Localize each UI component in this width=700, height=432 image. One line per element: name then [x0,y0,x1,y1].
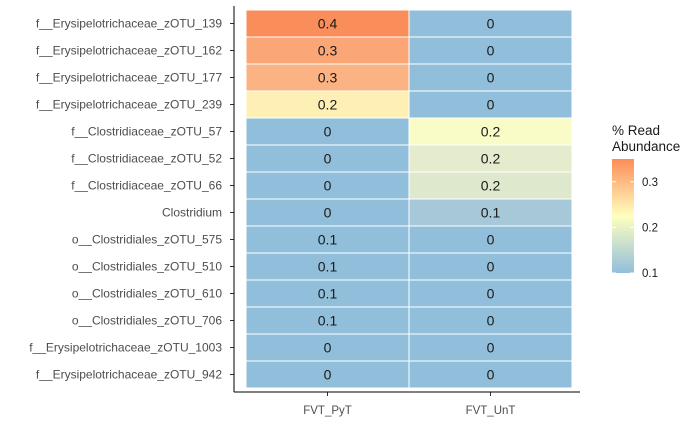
cell-value-label: 0 [324,124,332,140]
cell-value-label: 0 [487,367,495,383]
cell-value-label: 0.1 [318,313,338,329]
y-tick-label: o__Clostridiales_zOTU_610 [72,287,222,301]
heatmap-cell [408,198,573,227]
heatmap-cell [245,306,410,335]
cell-value-label: 0 [487,97,495,113]
heatmap-cell [408,63,573,92]
heatmap-cell [408,144,573,173]
heatmap-cell [245,36,410,65]
heatmap-cell [245,279,410,308]
cell-value-label: 0.1 [318,259,338,275]
legend: % Read Abundance 0.3 0.2 0.1 [612,123,680,280]
cell-value-label: 0.3 [318,70,338,86]
y-tick-label: f__Erysipelotrichaceae_zOTU_177 [36,71,222,85]
cell-value-label: 0.2 [481,178,501,194]
cell-value-label: 0 [487,70,495,86]
axes [230,6,580,396]
x-axis-tick-labels: FVT_PyT FVT_UnT [303,405,515,417]
heatmap-cell-labels: 0.4 0 0.3 0 0.3 0 0.2 0 0 0.2 0 0.2 0 0.2 0 0.1 0.1 0 0.1 0… [318,16,501,383]
heatmap-cell [408,225,573,254]
y-tick-label: f__Erysipelotrichaceae_zOTU_162 [36,44,222,58]
x-tick-label: FVT_PyT [303,405,352,417]
cell-value-label: 0 [324,178,332,194]
cell-value-label: 0.2 [481,151,501,167]
cell-value-label: 0 [487,43,495,59]
cell-value-label: 0 [487,16,495,32]
cell-value-label: 0 [487,340,495,356]
y-tick-label: o__Clostridiales_zOTU_706 [72,314,222,328]
x-tick-label: FVT_UnT [466,405,516,417]
cell-value-label: 0 [324,205,332,221]
y-tick-label: f__Erysipelotrichaceae_zOTU_942 [36,368,222,382]
cell-value-label: 0 [487,259,495,275]
legend-tick-label: 0.1 [642,268,658,280]
heatmap-cell [408,252,573,281]
y-tick-label: f__Clostridiaceae_zOTU_66 [71,179,222,193]
legend-title-line-2: Abundance [612,139,680,154]
y-tick-label: Clostridium [162,206,222,220]
heatmap-cell [245,9,410,38]
y-tick-label: f__Erysipelotrichaceae_zOTU_139 [36,17,222,31]
cell-value-label: 0 [487,286,495,302]
heatmap-cell [408,306,573,335]
cell-value-label: 0 [324,340,332,356]
heatmap-cell [408,279,573,308]
heatmap-cell [408,117,573,146]
heatmap-cell [408,36,573,65]
cell-value-label: 0.2 [318,97,338,113]
heatmap-cell [245,252,410,281]
heatmap-cell [245,225,410,254]
cell-value-label: 0 [487,232,495,248]
heatmap-cells [245,9,573,389]
y-tick-label: f__Clostridiaceae_zOTU_57 [71,125,222,139]
cell-value-label: 0 [324,367,332,383]
heatmap-cell [245,360,410,389]
legend-ticks: 0.3 0.2 0.1 [612,177,658,280]
cell-value-label: 0.1 [318,232,338,248]
legend-title-line-1: % Read [612,123,660,138]
cell-value-label: 0.4 [318,16,338,32]
heatmap-cell [408,90,573,119]
cell-value-label: 0.1 [481,205,501,221]
heatmap-cell [408,171,573,200]
heatmap-cell [408,360,573,389]
legend-tick-label: 0.3 [642,177,658,189]
cell-value-label: 0.3 [318,43,338,59]
y-tick-label: f__Erysipelotrichaceae_zOTU_239 [36,98,222,112]
cell-value-label: 0.1 [318,286,338,302]
heatmap-cell [408,9,573,38]
y-tick-label: o__Clostridiales_zOTU_510 [72,260,222,274]
cell-value-label: 0.2 [481,124,501,140]
heatmap-cell [408,333,573,362]
legend-colorbar [612,159,634,273]
y-tick-label: f__Clostridiaceae_zOTU_52 [71,152,222,166]
legend-tick-label: 0.2 [642,222,658,234]
y-tick-label: o__Clostridiales_zOTU_575 [72,233,222,247]
cell-value-label: 0 [487,313,495,329]
y-axis-tick-labels: f__Erysipelotrichaceae_zOTU_139 f__Erysip… [29,17,222,382]
y-tick-label: f__Erysipelotrichaceae_zOTU_1003 [29,341,222,355]
cell-value-label: 0 [324,151,332,167]
